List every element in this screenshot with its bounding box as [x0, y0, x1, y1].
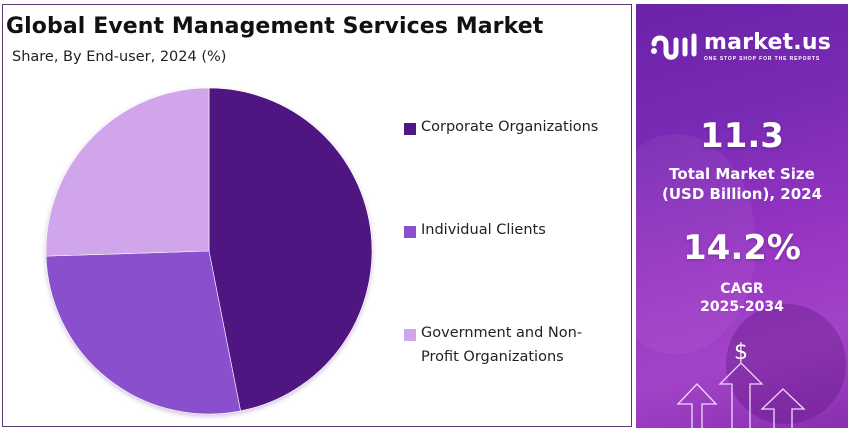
chart-subtitle: Share, By End-user, 2024 (%) — [12, 49, 227, 65]
brand-logo: market.us ONE STOP SHOP FOR THE REPORTS — [650, 32, 831, 62]
legend-swatch-individual — [404, 226, 416, 238]
market-size-value: 11.3 — [700, 116, 784, 156]
legend-label: Individual Clients — [421, 222, 546, 238]
cagr-label: CAGR — [720, 281, 764, 297]
cagr-value: 14.2% — [683, 228, 801, 268]
legend-item-individual: Individual Clients — [404, 222, 624, 242]
legend-item-government: Government and Non-Profit Organizations — [404, 325, 604, 369]
pie-slice-individual — [45, 250, 241, 415]
chart-title: Global Event Management Services Market — [6, 14, 544, 39]
dollar-growth-arrows-icon: $ — [676, 340, 806, 428]
brand-tagline: ONE STOP SHOP FOR THE REPORTS — [704, 56, 821, 62]
pie-slice-government — [45, 87, 210, 257]
dollar-icon: $ — [734, 340, 748, 365]
brand-name: market.us — [704, 30, 832, 55]
market-size-label-line2: (USD Billion), 2024 — [661, 185, 823, 203]
legend-swatch-corporate — [404, 123, 416, 135]
pie-chart — [45, 87, 373, 415]
cagr-period: 2025-2034 — [700, 299, 784, 315]
legend-label: Government and Non-Profit Organizations — [421, 325, 583, 365]
legend-label: Corporate Organizations — [421, 119, 599, 135]
side-panel: market.us ONE STOP SHOP FOR THE REPORTS … — [636, 4, 848, 428]
decorative-circle — [726, 304, 846, 424]
market-us-logo-icon — [651, 33, 697, 60]
pie-slice-corporate — [208, 87, 373, 412]
legend-item-corporate: Corporate Organizations — [404, 119, 624, 139]
legend-swatch-government — [404, 329, 416, 341]
market-size-label-line1: Total Market Size — [669, 165, 815, 183]
